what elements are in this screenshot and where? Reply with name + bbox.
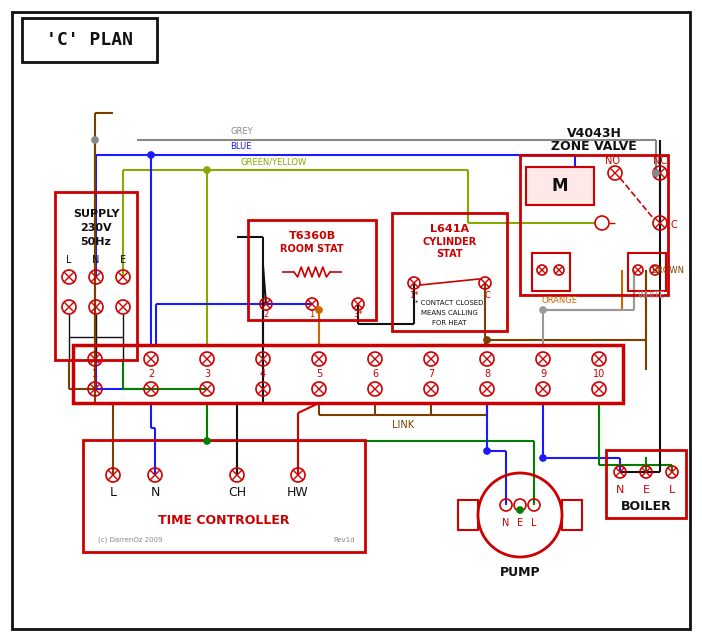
- Bar: [628, 253, 666, 291]
- Text: STAT: STAT: [436, 249, 463, 259]
- Text: M: M: [552, 177, 568, 195]
- Text: BOILER: BOILER: [621, 499, 671, 513]
- Text: 5: 5: [316, 369, 322, 379]
- Circle shape: [316, 307, 322, 313]
- Text: 9: 9: [540, 369, 546, 379]
- Text: N: N: [150, 485, 159, 499]
- Text: C: C: [670, 220, 677, 230]
- Text: Rev1d: Rev1d: [333, 537, 355, 543]
- Text: 1*: 1*: [409, 290, 419, 299]
- Text: L: L: [531, 518, 537, 528]
- Bar: [458, 500, 478, 530]
- Text: 2: 2: [148, 369, 154, 379]
- Bar: [532, 253, 570, 291]
- Circle shape: [204, 438, 210, 444]
- Text: V4043H: V4043H: [567, 126, 621, 140]
- Text: N: N: [616, 485, 624, 495]
- Circle shape: [484, 337, 490, 343]
- Text: N: N: [503, 518, 510, 528]
- Bar: [526, 167, 594, 205]
- Bar: [606, 450, 686, 518]
- Text: 4: 4: [260, 369, 266, 379]
- Text: NO: NO: [606, 156, 621, 166]
- Circle shape: [540, 307, 546, 313]
- Bar: [22, 18, 157, 62]
- Circle shape: [92, 137, 98, 143]
- Bar: [248, 220, 376, 320]
- Text: N: N: [92, 255, 100, 265]
- Text: E: E: [642, 485, 649, 495]
- Text: ROOM STAT: ROOM STAT: [280, 244, 344, 254]
- Text: L: L: [66, 255, 72, 265]
- Bar: [73, 345, 623, 403]
- Text: L: L: [669, 485, 675, 495]
- Text: WHITE: WHITE: [638, 290, 665, 299]
- Text: (c) DarrenOz 2009: (c) DarrenOz 2009: [98, 537, 162, 544]
- Text: 230V: 230V: [80, 223, 112, 233]
- Bar: [562, 500, 582, 530]
- Text: BROWN: BROWN: [651, 265, 684, 274]
- Text: LINK: LINK: [392, 420, 414, 430]
- Text: L641A: L641A: [430, 224, 469, 234]
- Text: 7: 7: [428, 369, 434, 379]
- Text: 6: 6: [372, 369, 378, 379]
- Text: 3: 3: [204, 369, 210, 379]
- Text: L: L: [110, 485, 117, 499]
- Text: 1: 1: [310, 310, 314, 319]
- Text: GREY: GREY: [230, 127, 253, 136]
- Text: TIME CONTROLLER: TIME CONTROLLER: [158, 513, 290, 526]
- Text: 50Hz: 50Hz: [81, 237, 112, 247]
- Circle shape: [204, 167, 210, 173]
- Text: PUMP: PUMP: [500, 567, 541, 579]
- Circle shape: [517, 507, 523, 513]
- Circle shape: [540, 455, 546, 461]
- Text: 1: 1: [92, 369, 98, 379]
- Text: MEANS CALLING: MEANS CALLING: [421, 310, 478, 316]
- Bar: [520, 155, 668, 295]
- Text: 10: 10: [593, 369, 605, 379]
- Bar: [392, 213, 507, 331]
- Text: ORANGE: ORANGE: [542, 296, 578, 305]
- Text: GREEN/YELLOW: GREEN/YELLOW: [240, 157, 306, 166]
- Text: FOR HEAT: FOR HEAT: [432, 320, 467, 326]
- Text: T6360B: T6360B: [289, 231, 336, 241]
- Text: HW: HW: [287, 485, 309, 499]
- Text: 8: 8: [484, 369, 490, 379]
- Circle shape: [148, 152, 154, 158]
- Circle shape: [484, 448, 490, 454]
- Text: ZONE VALVE: ZONE VALVE: [551, 140, 637, 153]
- Text: NC: NC: [653, 156, 667, 166]
- Text: * CONTACT CLOSED: * CONTACT CLOSED: [416, 300, 484, 306]
- Circle shape: [653, 170, 659, 176]
- Text: CYLINDER: CYLINDER: [423, 237, 477, 247]
- Text: CH: CH: [228, 485, 246, 499]
- Text: E: E: [120, 255, 126, 265]
- Bar: [55, 192, 137, 360]
- Text: SUPPLY: SUPPLY: [73, 209, 119, 219]
- Text: 2: 2: [263, 310, 269, 319]
- Bar: [83, 440, 365, 552]
- Text: 'C' PLAN: 'C' PLAN: [46, 31, 133, 49]
- Text: 3*: 3*: [353, 310, 363, 319]
- Text: C: C: [484, 290, 490, 299]
- Text: E: E: [517, 518, 523, 528]
- Text: BLUE: BLUE: [230, 142, 251, 151]
